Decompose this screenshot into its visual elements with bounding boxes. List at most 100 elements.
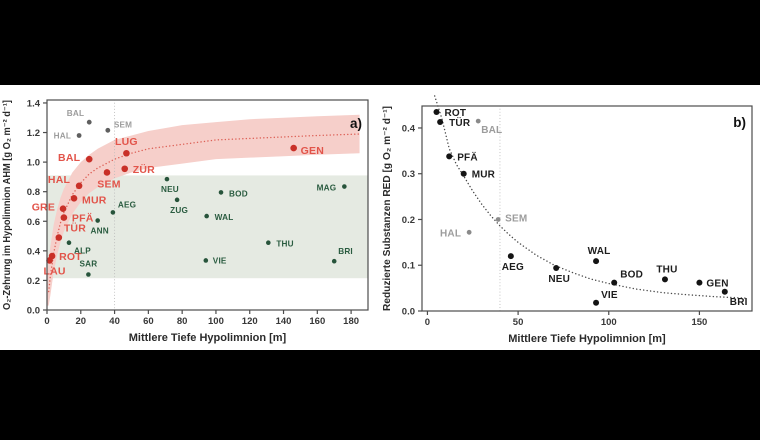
point-label-VIE: VIE xyxy=(601,290,618,301)
point-HAL xyxy=(75,182,83,190)
point-TÜR xyxy=(55,234,63,241)
x-tick-label: 100 xyxy=(208,316,224,327)
point-HAL xyxy=(76,133,82,138)
point-label-SEM: SEM xyxy=(505,213,527,224)
x-tick-label: 160 xyxy=(309,316,325,327)
point-ROT xyxy=(433,108,440,115)
point-label-MUR: MUR xyxy=(82,194,107,206)
point-MUR xyxy=(70,195,78,202)
dual-scatter-figure: LAUROTTÜRPFÄGREMURHALBALSEMLUGZÜRGENHALB… xyxy=(2,95,753,345)
y-axis-title: Reduzierte Substanzen RED [g O₂ m⁻² d⁻¹] xyxy=(382,106,393,311)
point-BRI xyxy=(331,258,337,264)
point-SEM xyxy=(103,169,111,176)
x-axis-title: Mittlere Tiefe Hypolimnion [m] xyxy=(508,333,666,345)
point-label-HAL: HAL xyxy=(440,228,461,239)
point-PFÄ xyxy=(446,153,453,160)
figure-canvas: LAU ROT TÜR PFÄ GRE MUR HAL BAL SEM LUG ZÜR GEN HAL B… xyxy=(0,85,760,350)
point-label-ANN: ANN xyxy=(91,227,109,236)
point-AEG xyxy=(507,253,514,260)
point-label-TÜR: TÜR xyxy=(64,222,86,235)
x-tick-label: 60 xyxy=(143,316,154,327)
point-label-BAL: BAL xyxy=(58,152,81,164)
point-label-ZUG: ZUG xyxy=(170,206,188,215)
point-SAR xyxy=(86,272,91,277)
y-tick-label: 0.2 xyxy=(27,276,40,287)
point-label-HAL: HAL xyxy=(54,131,71,140)
x-tick-label: 180 xyxy=(343,316,359,327)
y-tick-label: 0.2 xyxy=(402,215,415,226)
point-label-MAG: MAG xyxy=(317,184,337,193)
y-tick-label: 1.0 xyxy=(27,158,40,169)
x-axis-title: Mittlere Tiefe Hypolimnion [m] xyxy=(129,332,287,344)
x-tick-label: 50 xyxy=(513,317,524,328)
point-ALP xyxy=(66,240,72,246)
point-label-THU: THU xyxy=(276,240,293,249)
point-HAL xyxy=(466,229,472,235)
point-label-BAL: BAL xyxy=(67,109,84,118)
point-label-AEG: AEG xyxy=(502,262,524,273)
point-ROT xyxy=(48,252,56,260)
point-label-WAL: WAL xyxy=(588,246,611,257)
point-label-BRI: BRI xyxy=(730,297,748,308)
point-BOD xyxy=(611,279,618,286)
plot-frame xyxy=(46,99,369,311)
x-tick-label: 40 xyxy=(109,316,120,327)
point-label-MUR: MUR xyxy=(472,170,496,181)
point-label-ROT: ROT xyxy=(59,251,82,263)
point-BOD xyxy=(218,190,224,195)
y-tick-label: 0.4 xyxy=(402,123,416,134)
y-tick-label: 0.3 xyxy=(402,169,415,180)
point-label-PFÄ: PFÄ xyxy=(72,212,94,225)
x-tick-label: 140 xyxy=(276,316,292,327)
point-label-BOD: BOD xyxy=(229,189,248,198)
point-label-THU: THU xyxy=(656,264,677,275)
point-PFÄ xyxy=(60,214,68,221)
point-label-ALP: ALP xyxy=(74,247,91,256)
point-label-BAL: BAL xyxy=(481,125,502,136)
point-AEG xyxy=(110,210,116,215)
point-GRE xyxy=(59,205,67,212)
plot-frame xyxy=(421,105,753,312)
point-label-AEG: AEG xyxy=(118,200,136,209)
point-label-HAL: HAL xyxy=(48,174,71,186)
point-MUR xyxy=(460,170,467,177)
point-SEM xyxy=(495,217,501,222)
point-label-SEM: SEM xyxy=(97,178,120,190)
point-SEM xyxy=(105,127,111,133)
x-tick-label: 0 xyxy=(44,316,49,327)
point-GEN xyxy=(696,279,703,286)
point-label-VIE: VIE xyxy=(213,256,227,265)
point-label-SAR: SAR xyxy=(79,260,97,269)
point-label-ZÜR: ZÜR xyxy=(133,163,155,176)
panel-letter-b: b) xyxy=(733,115,746,130)
point-label-LUG: LUG xyxy=(115,136,138,148)
point-BAL xyxy=(85,155,93,163)
point-label-GRE: GRE xyxy=(32,202,55,214)
point-TÜR xyxy=(437,119,444,126)
point-label-NEU: NEU xyxy=(548,274,570,285)
point-WAL xyxy=(593,258,600,265)
point-LUG xyxy=(123,149,130,157)
point-BRI xyxy=(721,288,728,295)
point-THU xyxy=(661,276,668,283)
point-label-TÜR: TÜR xyxy=(449,116,471,129)
point-label-NEU: NEU xyxy=(161,185,179,194)
point-THU xyxy=(266,240,271,246)
point-WAL xyxy=(204,213,209,219)
x-tick-label: 20 xyxy=(76,316,87,327)
trend-curve xyxy=(433,95,748,299)
point-label-LAU: LAU xyxy=(44,265,66,277)
trend-confidence-band xyxy=(47,114,360,306)
x-tick-label: 0 xyxy=(425,317,430,328)
x-tick-label: 120 xyxy=(242,316,258,327)
series-seen-grau: HAL BAL SEM xyxy=(54,109,132,140)
x-tick-label: 150 xyxy=(691,317,707,328)
x-tick-label: 100 xyxy=(601,317,617,328)
series-seen-gruen: ALP SAR ANN AEG NEU ZUG BOD WAL VIE THU MAG BRI xyxy=(66,176,353,277)
x-tick-label: 80 xyxy=(177,316,188,327)
point-label-BRI: BRI xyxy=(338,247,353,256)
y-tick-label: 0.0 xyxy=(27,306,40,317)
